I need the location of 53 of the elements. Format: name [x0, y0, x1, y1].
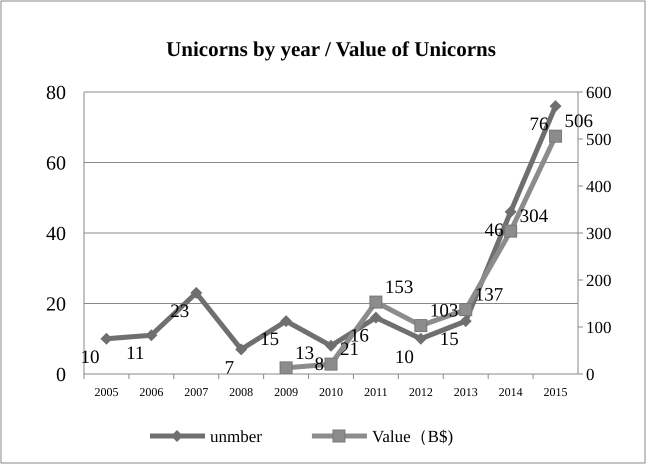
- data-label: 506: [564, 111, 594, 132]
- point: [235, 343, 248, 356]
- x-tick-label: 2005: [94, 385, 118, 399]
- data-label: 15: [440, 329, 459, 350]
- y2-tick-label: 300: [586, 224, 612, 243]
- x-tick-label: 2009: [274, 385, 298, 399]
- y-tick-label: 60: [46, 152, 66, 174]
- data-label: 153: [384, 277, 414, 298]
- x-tick-label: 2011: [364, 385, 388, 399]
- point: [459, 303, 472, 316]
- y-tick-label: 40: [46, 223, 66, 245]
- x-tick-label: 2015: [544, 385, 568, 399]
- data-label: 15: [260, 329, 280, 350]
- data-label: 304: [520, 206, 549, 228]
- chart-title: Unicorns by year / Value of Unicorns: [166, 37, 496, 61]
- data-label: 10: [80, 346, 100, 368]
- point: [414, 319, 428, 332]
- y-tick-label: 20: [46, 294, 66, 316]
- point: [504, 224, 518, 238]
- point: [504, 206, 517, 218]
- point: [280, 361, 293, 374]
- y-tick-label: 80: [46, 82, 66, 104]
- y2-tick-label: 200: [586, 271, 612, 290]
- y2-tick-label: 500: [586, 130, 612, 149]
- x-tick-label: 2013: [454, 385, 478, 399]
- point: [190, 286, 202, 299]
- point: [549, 130, 562, 143]
- y2-tick-label: 0: [586, 365, 594, 384]
- point: [550, 100, 562, 112]
- x-tick-label: 2014: [498, 385, 523, 399]
- x-tick-label: 2008: [229, 385, 254, 399]
- legend-label: unmber: [210, 427, 262, 446]
- point: [414, 332, 427, 345]
- y-tick-label: 0: [56, 364, 66, 386]
- data-label: 10: [394, 346, 414, 368]
- y2-tick-label: 600: [586, 83, 612, 102]
- x-tick-label: 2006: [139, 385, 164, 399]
- data-label: 7: [224, 357, 234, 378]
- y2-tick-label: 400: [586, 177, 612, 196]
- x-tick-label: 2012: [408, 385, 433, 399]
- point: [325, 340, 337, 352]
- point: [370, 312, 382, 324]
- point: [324, 358, 338, 371]
- y2-tick-label: 100: [586, 318, 612, 337]
- x-tick-label: 2007: [184, 385, 208, 399]
- point: [280, 315, 292, 328]
- point: [369, 296, 382, 309]
- data-label: 11: [126, 343, 144, 364]
- data-label: 13: [295, 342, 314, 364]
- legend-label: Value（B$): [372, 427, 454, 446]
- data-label: 103: [430, 300, 458, 322]
- point: [460, 315, 472, 328]
- x-tick-label: 2010: [319, 385, 343, 399]
